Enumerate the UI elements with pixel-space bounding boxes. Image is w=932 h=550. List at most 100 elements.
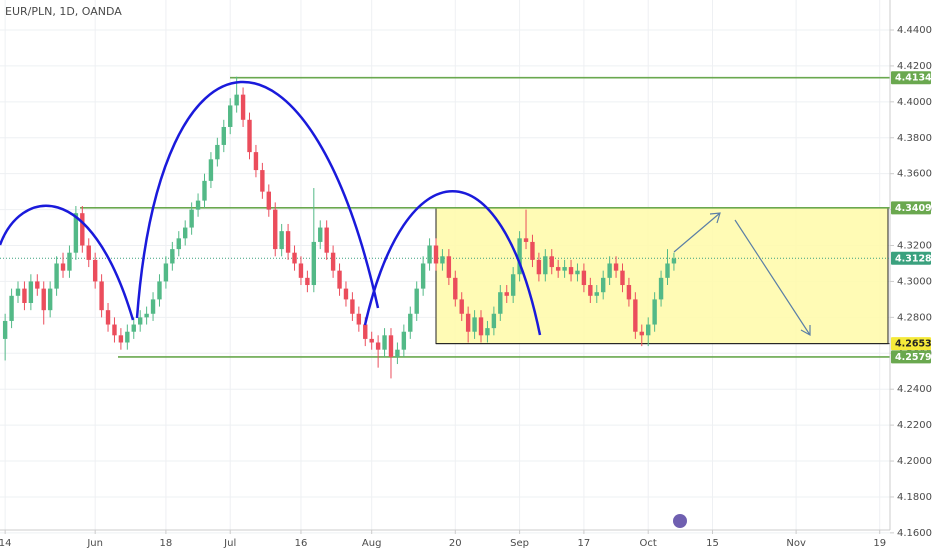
y-tick-label: 4.36000 — [897, 169, 932, 180]
candle-body — [67, 252, 72, 271]
chart-title: EUR/PLN, 1D, OANDA — [5, 5, 122, 18]
candle-body — [343, 288, 349, 300]
candle-body — [588, 285, 593, 296]
candle-body — [498, 292, 503, 314]
logo — [673, 514, 687, 528]
x-tick-label: Oct — [640, 538, 657, 549]
candle-body — [382, 335, 387, 350]
x-tick-label: 14 — [0, 538, 12, 549]
y-tick-label: 4.20000 — [897, 456, 932, 467]
candle-body — [221, 126, 226, 145]
candle-body — [260, 170, 265, 192]
axes: 4.160004.180004.200004.220004.240004.260… — [0, 25, 932, 549]
price-tag — [891, 337, 931, 351]
candle-body — [157, 281, 162, 300]
candle-body — [99, 281, 104, 311]
candle-body — [465, 313, 471, 332]
candle-body — [485, 328, 490, 336]
candle-body — [440, 256, 445, 264]
candle-body — [337, 270, 342, 289]
candle-body — [247, 119, 252, 153]
candle-body — [183, 227, 188, 239]
candle-body — [324, 227, 329, 253]
candle-body — [543, 256, 548, 275]
arrow-up — [673, 212, 721, 253]
arc-right — [363, 190, 542, 336]
candle-body — [414, 288, 419, 314]
candle-body — [356, 313, 362, 325]
candle-body — [22, 288, 27, 303]
candle-body — [472, 317, 477, 332]
price-tag — [891, 201, 931, 215]
x-tick-label: 16 — [295, 538, 308, 549]
x-tick-label: 19 — [873, 538, 886, 549]
candle-body — [215, 144, 220, 160]
candle-body — [388, 335, 394, 357]
candle-body — [420, 263, 426, 289]
candle-body — [350, 299, 355, 314]
x-tick-label: 20 — [449, 538, 462, 549]
candle-body — [562, 267, 567, 271]
candle-body — [60, 263, 66, 271]
candle-body — [305, 277, 310, 286]
candle-body — [28, 281, 34, 303]
x-tick-label: Jul — [223, 538, 236, 549]
candle-body — [54, 263, 59, 289]
arc-left — [0, 204, 135, 321]
price-tag-label: 4.25796 — [895, 352, 932, 363]
candle-body — [15, 288, 21, 296]
candle-body — [600, 277, 606, 293]
candle-body — [639, 331, 644, 336]
candle-body — [549, 256, 554, 268]
candle-body — [427, 245, 432, 264]
candle-body — [266, 191, 272, 210]
y-tick-label: 4.40000 — [897, 97, 932, 108]
candle-body — [35, 281, 40, 289]
candle-body — [279, 231, 284, 250]
candle-body — [613, 263, 619, 271]
y-tick-label: 4.38000 — [897, 133, 932, 144]
price-tag — [891, 251, 931, 265]
candle-body — [9, 295, 14, 321]
y-tick-label: 4.32000 — [897, 241, 932, 252]
candle-body — [112, 324, 117, 336]
annotations — [0, 80, 811, 337]
candle-body — [170, 249, 175, 264]
candle-body — [459, 299, 464, 314]
candle-body — [446, 256, 452, 278]
candle-body — [523, 238, 529, 242]
candle-body — [555, 267, 561, 271]
price-tag-label: 4.31288 — [895, 253, 932, 264]
candle-body — [626, 285, 632, 300]
candle-body — [620, 270, 625, 286]
y-tick-label: 4.42000 — [897, 61, 932, 72]
y-tick-label: 4.18000 — [897, 492, 932, 503]
candle-body — [189, 209, 194, 228]
candle-body — [530, 241, 535, 260]
candle-body — [105, 310, 111, 325]
candle-body — [292, 252, 297, 264]
candle-body — [363, 324, 368, 339]
candle-body — [298, 263, 304, 278]
candle-body — [568, 267, 574, 275]
x-tick-label: Jun — [86, 538, 103, 549]
candle-body — [2, 320, 8, 339]
candle-body — [453, 277, 458, 300]
candle-body — [208, 159, 214, 181]
candle-body — [150, 299, 156, 314]
candle-body — [125, 331, 130, 343]
candle-body — [273, 209, 278, 250]
candle-body — [47, 288, 53, 311]
candles — [2, 76, 677, 379]
candle-body — [144, 313, 149, 318]
arrow-down — [734, 219, 811, 337]
y-tick-label: 4.24000 — [897, 384, 932, 395]
candle-body — [652, 299, 657, 325]
candle-body — [658, 277, 664, 300]
candle-body — [285, 231, 291, 253]
candle-body — [318, 227, 323, 242]
y-tick-label: 4.28000 — [897, 312, 932, 323]
arc-head — [135, 80, 380, 319]
candle-body — [536, 259, 542, 275]
